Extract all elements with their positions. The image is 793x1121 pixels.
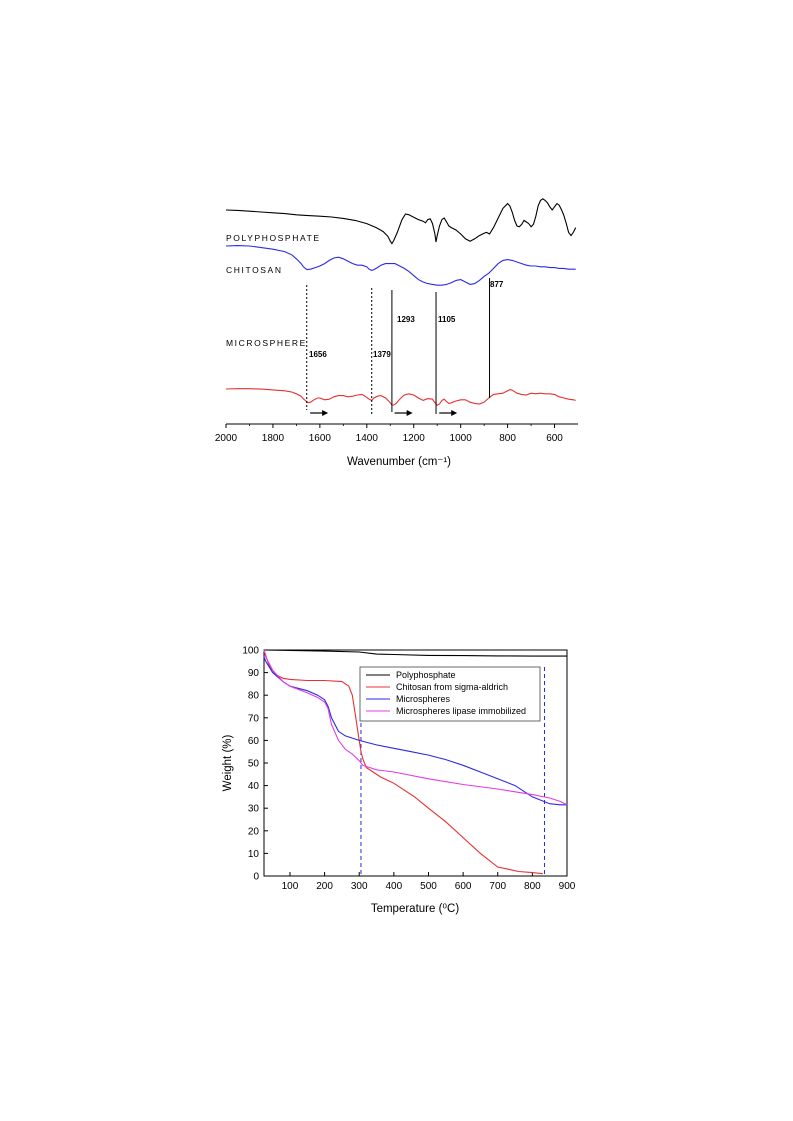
- tga-x-tick-label: 200: [316, 881, 333, 892]
- tga-curve-chitosan: [263, 649, 543, 875]
- tga-x-tick-label: 800: [524, 881, 541, 892]
- ftir-peak-lines: [306, 278, 491, 414]
- tga-legend: Polyphosphate Chitosan from sigma-aldrich…: [366, 670, 526, 716]
- ftir-peak-label-877: 877: [490, 280, 504, 289]
- tga-x-tick-label: 100: [282, 881, 299, 892]
- ftir-x-tick-label: 600: [546, 433, 563, 444]
- tga-y-tick-label: 70: [248, 713, 260, 724]
- ftir-trace-label-polyphosphate: POLYPHOSPHATE: [226, 233, 321, 243]
- tga-y-tick-label: 80: [248, 691, 260, 702]
- ftir-trace-chitosan: [225, 245, 576, 286]
- ftir-x-tick-label: 800: [499, 433, 516, 444]
- ftir-trace-microsphere: [225, 388, 576, 406]
- ftir-shift-arrow: [439, 410, 458, 416]
- ftir-traces: [225, 198, 577, 406]
- tga-x-tick-label: 500: [420, 881, 437, 892]
- tga-y-tick-label: 0: [253, 872, 259, 883]
- ftir-x-tick-label: 1800: [262, 433, 285, 444]
- ftir-peak-label-1656: 1656: [309, 350, 327, 359]
- tga-x-tick-label: 400: [386, 881, 403, 892]
- ftir-shift-arrows: [310, 410, 458, 416]
- tga-x-axis-title: Temperature (⁰C): [371, 903, 459, 915]
- ftir-x-tick-label: 2000: [215, 433, 238, 444]
- tga-curve-polyphosphate: [263, 649, 567, 657]
- ftir-shift-arrow: [394, 410, 413, 416]
- ftir-x-tick-label: 1000: [450, 433, 473, 444]
- ftir-x-axis-title: Wavenumber (cm⁻¹): [347, 456, 451, 468]
- tga-x-tick-label: 300: [351, 881, 368, 892]
- tga-y-tick-label: 100: [242, 646, 259, 657]
- ftir-x-tick-label: 1600: [309, 433, 332, 444]
- ftir-trace-label-microsphere: MICROSPHERE: [226, 338, 307, 348]
- ftir-peak-label-1293: 1293: [397, 315, 415, 324]
- tga-y-axis-title: Weight (%): [222, 735, 234, 792]
- tga-y-tick-label: 60: [248, 736, 260, 747]
- tga-x-tick-label: 900: [559, 881, 576, 892]
- ftir-x-tick-label: 1400: [356, 433, 379, 444]
- ftir-trace-label-chitosan: CHITOSAN: [226, 265, 283, 275]
- tga-curve-microspheres-lipase: [263, 649, 568, 806]
- tga-legend-label: Microspheres lipase immobilized: [396, 706, 526, 716]
- ftir-shift-arrow: [310, 410, 329, 416]
- tga-legend-box: [359, 666, 541, 722]
- tga-axis-ticks: 100 200 300 400 500 600 700 800 900 0 10 20 30 40 50 60…: [242, 646, 575, 893]
- tga-y-tick-label: 50: [248, 759, 260, 770]
- tga-y-tick-label: 30: [248, 804, 260, 815]
- tga-y-tick-label: 10: [248, 849, 260, 860]
- tga-y-tick-label: 20: [248, 826, 260, 837]
- ftir-x-ticks: 2000 1800 1600 1400 1200 1000 800 600: [215, 424, 563, 444]
- tga-curve-microspheres: [263, 656, 567, 806]
- tga-y-tick-label: 90: [248, 668, 260, 679]
- tga-legend-label: Polyphosphate: [396, 670, 456, 680]
- tga-legend-label: Microspheres: [396, 694, 451, 704]
- tga-x-tick-label: 700: [489, 881, 506, 892]
- ftir-trace-polyphosphate: [225, 198, 577, 245]
- tga-curves: [263, 649, 568, 875]
- ftir-peak-label-1105: 1105: [438, 315, 456, 324]
- ftir-peak-label-1379: 1379: [373, 350, 391, 359]
- ftir-x-tick-label: 1200: [403, 433, 426, 444]
- tga-y-tick-label: 40: [248, 781, 260, 792]
- tga-legend-label: Chitosan from sigma-aldrich: [396, 682, 508, 692]
- tga-x-tick-label: 600: [455, 881, 472, 892]
